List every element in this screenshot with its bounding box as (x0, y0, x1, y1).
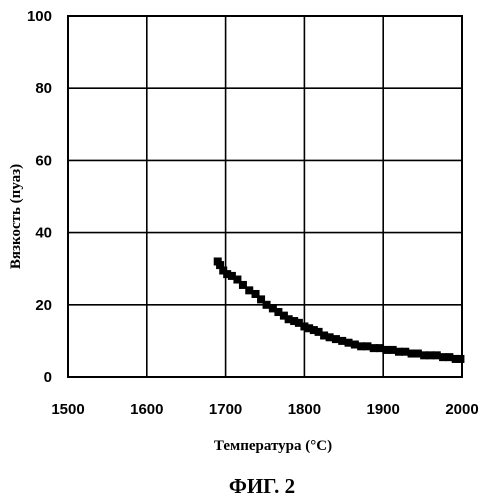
x-tick-label: 2000 (445, 401, 478, 418)
data-point (456, 355, 464, 363)
y-axis-label: Вязкость (пуаз) (8, 164, 24, 269)
y-tick-label: 0 (44, 369, 52, 386)
x-tick-label: 1900 (367, 401, 400, 418)
y-tick-label: 40 (35, 225, 52, 242)
x-tick-labels: 1500 1600 1700 1800 1900 2000 (51, 401, 478, 418)
y-tick-labels: 0 20 40 60 80 100 (27, 8, 52, 386)
y-tick-label: 100 (27, 8, 52, 25)
x-tick-label: 1700 (209, 401, 242, 418)
data-points (214, 257, 465, 362)
x-axis-label: Температура (°C) (214, 438, 332, 454)
figure-caption: ФИГ. 2 (229, 474, 295, 498)
x-tick-label: 1600 (130, 401, 163, 418)
grid (68, 16, 462, 377)
y-tick-label: 20 (35, 297, 52, 314)
y-tick-label: 80 (35, 80, 52, 97)
plot-frame (68, 16, 462, 377)
y-tick-label: 60 (35, 152, 52, 169)
x-tick-label: 1500 (51, 401, 84, 418)
x-tick-label: 1800 (288, 401, 321, 418)
